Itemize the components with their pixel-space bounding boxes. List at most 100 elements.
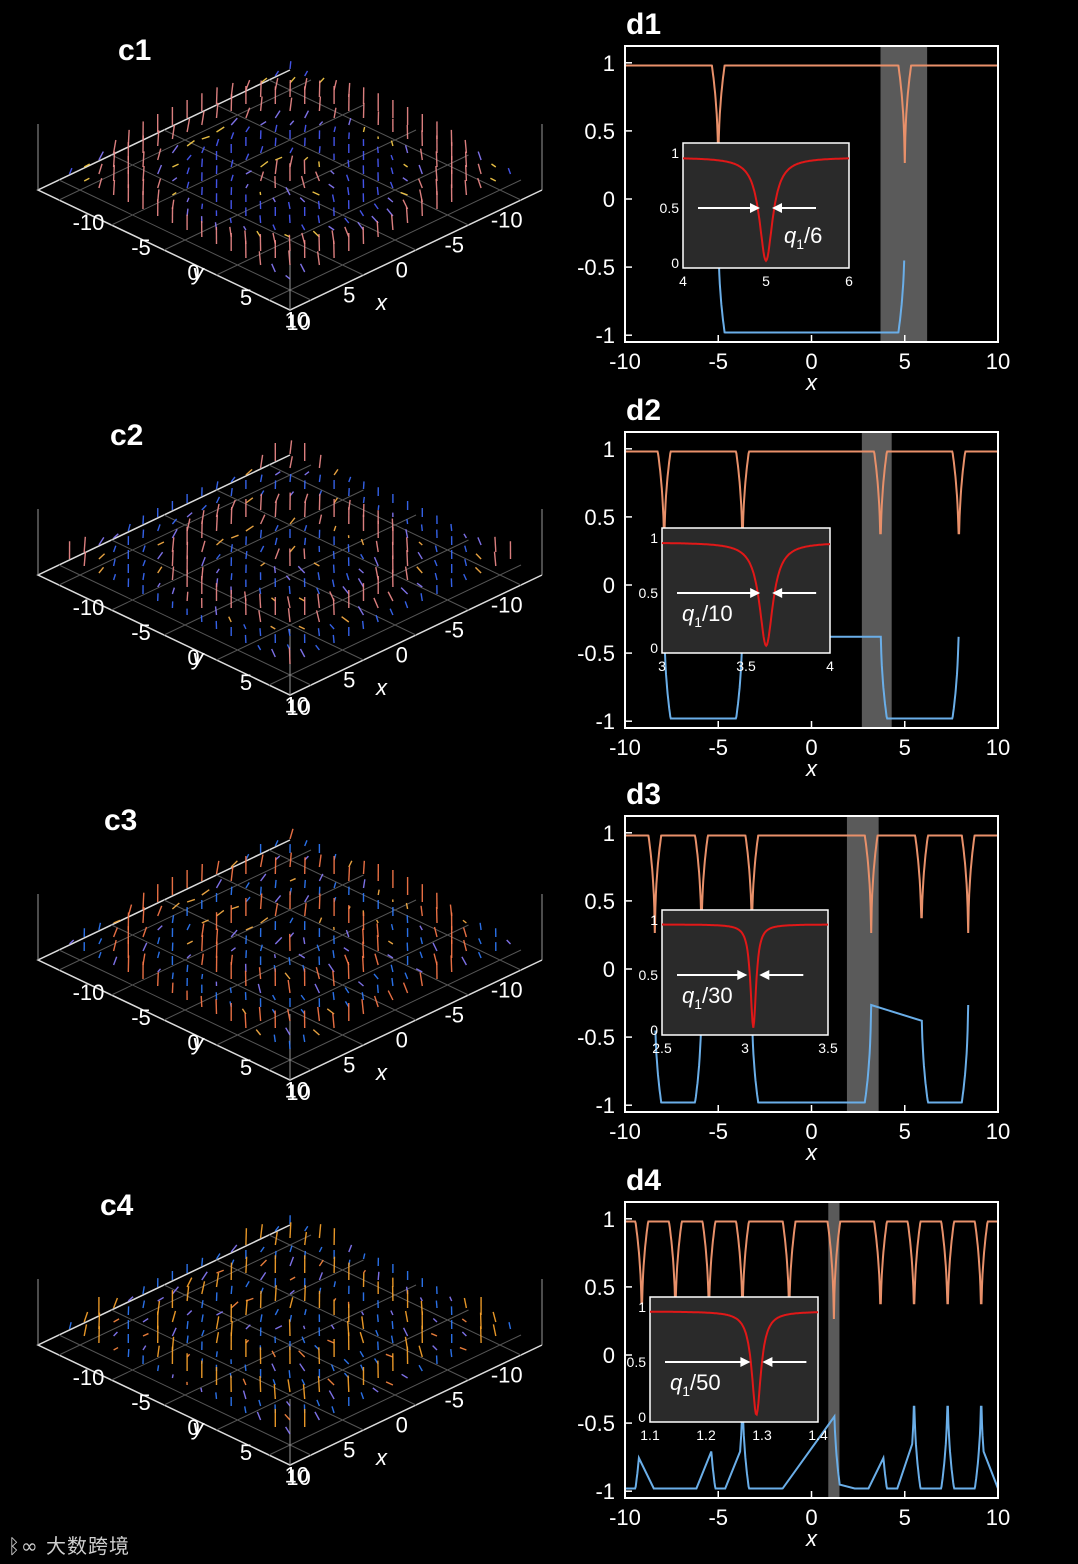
vector-arrow: [171, 902, 180, 910]
vector-arrow: [271, 1363, 276, 1372]
vector-arrow: [304, 1231, 308, 1246]
vector-arrow: [360, 553, 365, 560]
vector-arrow: [432, 942, 438, 952]
vector-arrow: [377, 1271, 380, 1281]
vector-arrow: [259, 1376, 262, 1393]
y-axis-label: y: [191, 645, 206, 670]
x-axis-label: x: [805, 370, 818, 395]
vector-arrow: [260, 160, 269, 168]
vector-arrow: [377, 889, 380, 896]
vector-arrow: [299, 197, 306, 203]
vector-arrow: [274, 70, 280, 77]
vector-arrow: [492, 1324, 497, 1337]
y-tick-label: 0: [187, 260, 199, 285]
vector-arrow: [332, 598, 335, 616]
vector-arrow: [449, 1296, 453, 1302]
vector-arrow: [326, 1008, 335, 1015]
y-tick-label: 0: [187, 645, 199, 670]
x-axis-label: x: [805, 756, 818, 781]
vector-arrow: [230, 132, 235, 140]
vector-arrow: [330, 170, 335, 175]
vector-arrow: [508, 1322, 512, 1330]
vector-arrow: [390, 167, 394, 175]
vector-arrow: [271, 1350, 276, 1358]
vector-arrow: [113, 1331, 118, 1337]
panel-label: d4: [626, 1164, 661, 1197]
vector-arrow: [385, 1353, 394, 1358]
vector-arrow: [404, 1310, 409, 1323]
vector-arrow: [348, 860, 353, 868]
vector-arrow: [215, 553, 221, 560]
vector-arrow: [273, 566, 276, 574]
vector-arrow: [112, 180, 116, 196]
vector-arrow: [245, 1299, 248, 1316]
vector-arrow: [432, 1345, 438, 1351]
vector-arrow: [245, 525, 254, 532]
vector-arrow: [274, 936, 283, 945]
vector-arrow: [274, 840, 279, 847]
vector-arrow: [317, 1006, 321, 1022]
vector-arrow: [317, 572, 321, 581]
x-axis-label: x: [805, 1140, 818, 1165]
vector-arrows: [68, 61, 512, 280]
vector-arrow: [259, 545, 265, 553]
vector-arrow: [230, 534, 239, 539]
vector-arrow: [348, 476, 352, 483]
inset-y-tick-label: 1: [638, 1299, 646, 1315]
vector-arrow: [302, 937, 306, 945]
vector-arrow: [83, 536, 87, 553]
vector-arrow: [142, 166, 145, 182]
x-tick-label: -5: [444, 618, 464, 643]
vector-arrow: [288, 647, 291, 665]
vector-arrow: [331, 579, 335, 588]
vector-arrow: [477, 177, 482, 189]
vector-arrow: [230, 174, 234, 182]
vector-arrow: [361, 1311, 365, 1316]
vector-arrow: [328, 183, 335, 189]
x-tick-label: 0: [805, 1119, 817, 1144]
vector-arrow: [304, 537, 307, 546]
vector-arrow: [333, 107, 337, 119]
vector-arrow: [172, 163, 179, 168]
lower-branch-line: [717, 260, 906, 334]
vector-arrow: [230, 487, 233, 497]
vector-arrow: [434, 545, 438, 553]
vector-arrow: [245, 1256, 248, 1274]
vector-arrow: [493, 551, 497, 567]
vector-arrow: [288, 585, 291, 595]
vector-arrow: [304, 124, 307, 133]
floor-grid-line: [58, 949, 312, 1071]
inset-x-tick-label: 1.3: [752, 1427, 772, 1443]
inset-x-tick-label: 5: [762, 273, 770, 289]
vector-arrow: [478, 938, 482, 945]
vector-arrow: [333, 468, 339, 476]
vector-arrow: [201, 1300, 204, 1309]
vector-arrow: [317, 593, 321, 609]
vector-arrow: [298, 625, 305, 630]
vector-arrow: [230, 860, 238, 868]
y-tick-label: -1: [595, 709, 615, 734]
vector-arrow: [387, 954, 394, 959]
vector-arrow: [390, 140, 394, 147]
vector-arrow: [289, 473, 292, 483]
vector-arrow: [387, 197, 394, 203]
inset-x-tick-label: 6: [845, 273, 853, 289]
vector-arrow: [302, 1325, 306, 1330]
vector-arrow: [318, 161, 321, 168]
vector-arrow: [256, 1411, 262, 1421]
vector-arrow: [215, 1253, 221, 1260]
vector-arrow: [387, 940, 394, 945]
vector-arrow: [373, 556, 379, 567]
x-tick-label: 5: [899, 1505, 911, 1530]
vector-arrow: [113, 1346, 119, 1351]
vector-arrow: [318, 1272, 324, 1281]
vector-arrow: [230, 905, 240, 910]
vector-arrow: [387, 990, 394, 1001]
vector-arrow: [201, 973, 204, 980]
vector-arrow: [142, 1300, 146, 1309]
panel-label: c1: [118, 34, 151, 67]
vector-arrow: [272, 197, 276, 203]
vector-arrow: [274, 1225, 280, 1232]
vector-arrow: [259, 893, 263, 910]
